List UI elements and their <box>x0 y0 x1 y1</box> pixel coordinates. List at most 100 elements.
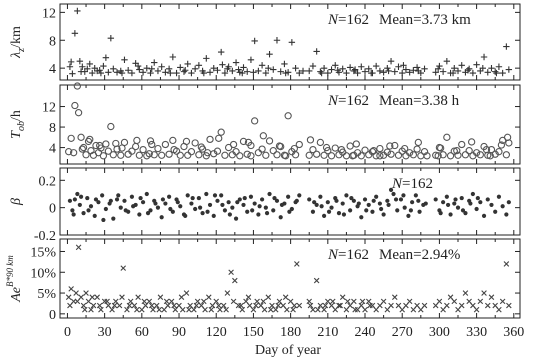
data-point-dot <box>170 209 175 214</box>
data-point-dot <box>92 213 97 218</box>
data-point-circle <box>316 138 325 147</box>
data-point-dot <box>103 206 108 212</box>
data-point-circle <box>486 152 494 160</box>
data-point-dot <box>377 201 382 206</box>
data-point-plus <box>385 67 392 75</box>
y-tick-label: 0.2 <box>39 174 57 189</box>
data-point-cross <box>201 298 207 305</box>
y-axis-label-main: λ <box>9 52 24 59</box>
data-point-cross <box>296 302 303 309</box>
data-point-plus <box>105 69 112 76</box>
panel-annotation: N=162 Mean=3.38 h <box>327 93 460 109</box>
data-point-circle <box>331 144 339 152</box>
data-point-circle <box>352 140 360 148</box>
data-point-dot <box>264 211 270 216</box>
data-point-plus <box>86 60 93 68</box>
data-point-plus <box>354 69 361 77</box>
data-point-plus <box>376 67 384 75</box>
data-point-plus <box>128 69 136 77</box>
data-point-cross <box>65 294 72 300</box>
data-point-plus <box>77 68 85 75</box>
data-point-plus <box>113 69 121 76</box>
data-point-dot <box>160 197 166 202</box>
data-point-dot <box>211 213 216 218</box>
data-point-plus <box>180 68 188 75</box>
data-point-plus <box>110 65 117 73</box>
data-point-cross <box>321 306 327 313</box>
data-point-plus <box>79 63 86 70</box>
data-point-plus <box>380 69 387 76</box>
data-point-plus <box>413 64 421 71</box>
data-point-dot <box>237 197 242 202</box>
data-point-cross <box>157 294 164 300</box>
data-point-dot <box>233 216 239 221</box>
data-point-dot <box>70 208 75 213</box>
data-point-cross <box>230 298 237 305</box>
data-point-circle <box>195 151 203 159</box>
data-point-dot <box>356 201 361 206</box>
data-point-plus <box>368 69 375 77</box>
data-point-cross <box>94 294 100 300</box>
data-point-plus <box>184 60 191 68</box>
x-tick-label: 240 <box>355 325 376 340</box>
data-point-circle <box>182 137 191 146</box>
panel-2: 4 8 12 Tob/h N=162 Mean=3.38 h <box>9 82 521 165</box>
data-point-dot <box>408 208 413 213</box>
data-point-cross <box>109 306 115 313</box>
panel-frame <box>59 238 521 319</box>
data-point-plus <box>270 66 277 73</box>
data-point-dot <box>326 209 332 214</box>
data-point-circle <box>148 140 156 149</box>
data-point-circle <box>458 140 466 149</box>
data-point-cross <box>261 306 268 313</box>
data-point-circle <box>320 151 328 159</box>
data-point-cross <box>503 261 510 267</box>
data-point-dot <box>362 197 368 202</box>
data-point-dot <box>260 197 265 202</box>
data-point-dot <box>67 198 73 203</box>
data-point-circle <box>96 141 104 150</box>
data-point-plus <box>177 64 184 71</box>
data-point-plus <box>361 68 369 75</box>
data-point-circle <box>146 137 155 145</box>
data-point-plus <box>266 51 273 58</box>
x-tick-label: 120 <box>206 325 227 340</box>
data-point-cross <box>202 306 208 313</box>
data-point-cross <box>313 277 320 284</box>
data-point-cross <box>126 302 133 309</box>
y-axis-label: λz/km <box>9 26 27 59</box>
data-point-cross <box>146 298 153 305</box>
data-point-plus <box>169 53 177 61</box>
data-point-dot <box>336 211 342 216</box>
data-point-dot <box>137 212 142 217</box>
y-tick-label: 0 <box>49 202 56 217</box>
data-point-plus <box>332 62 339 69</box>
data-point-cross <box>141 298 148 305</box>
data-point-dot <box>212 193 218 198</box>
panel-frame <box>59 167 521 236</box>
data-point-circle <box>394 151 403 159</box>
data-point-cross <box>499 298 506 305</box>
data-point-circle <box>327 152 336 160</box>
data-point-circle <box>434 152 442 160</box>
data-point-cross <box>339 294 346 300</box>
data-point-circle <box>361 146 369 154</box>
data-point-circle <box>337 145 346 154</box>
data-point-dot <box>86 208 91 213</box>
data-point-plus <box>282 69 289 77</box>
data-point-dot <box>153 201 158 206</box>
y-axis-label-unit: /h <box>9 110 24 121</box>
data-point-plus <box>479 64 487 72</box>
data-point-dot <box>108 198 113 203</box>
data-point-cross <box>68 286 74 292</box>
data-point-cross <box>74 298 81 305</box>
data-point-cross <box>315 306 321 313</box>
data-point-circle <box>229 140 238 149</box>
data-point-plus <box>365 65 372 73</box>
data-point-plus <box>328 66 335 73</box>
data-point-circle <box>158 151 166 159</box>
data-point-dot <box>185 193 190 198</box>
data-point-circle <box>203 149 212 157</box>
data-point-dot <box>344 193 349 198</box>
panel-annotation: N=162 <box>391 176 433 192</box>
